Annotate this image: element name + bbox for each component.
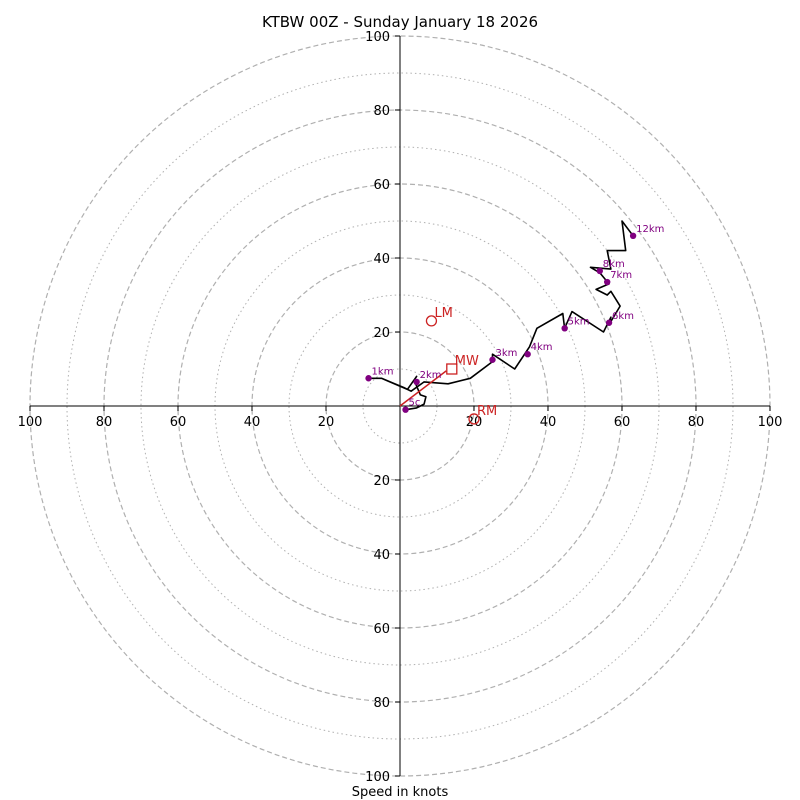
height-marker-8km [596,267,603,275]
height-marker-4km [524,351,531,358]
mean-wind-vector [399,370,447,407]
y-tick-label: 20 [373,474,390,489]
x-tick-label: 60 [170,415,187,430]
hodograph-trace [367,220,634,411]
height-marker-6km [605,319,613,326]
y-tick-label: 80 [373,104,390,119]
storm-motion-marker-lm [425,315,438,327]
height-label-6km: 6km [612,311,634,322]
storm-motion-marker-mw [446,363,458,375]
height-label-7km: 7km [610,270,632,281]
height-marker-3km [489,356,496,363]
x-tick-label: 80 [688,415,705,430]
height-label-1km: 1km [372,366,394,377]
height-marker-1km [365,375,372,382]
height-label-3km: 3km [496,348,518,359]
height-label-5c: 5c [409,398,421,409]
height-label-5km: 5km [568,316,590,327]
storm-motion-label-lm: LM [434,306,452,321]
height-label-12km: 12km [636,224,664,235]
height-label-8km: 8km [603,259,625,270]
y-tick-label: 60 [373,622,390,637]
y-tick-label: 40 [373,252,390,267]
storm-motion-label-mw: MW [455,354,479,369]
height-marker-2km [413,378,420,386]
x-axis-label: Speed in knots [352,785,449,800]
x-tick-label: 20 [466,415,483,430]
storm-motion-label-rm: RM [477,404,497,419]
x-tick-label: 20 [318,415,335,430]
y-tick-label: 100 [365,30,390,45]
y-tick-label: 100 [365,770,390,785]
trace-layer [367,220,634,411]
x-tick-label: 80 [96,415,113,430]
x-tick-label: 40 [540,415,557,430]
chart-title: KTBW 00Z - Sunday January 18 2026 [262,13,538,31]
height-label-4km: 4km [531,342,553,353]
x-tick-label: 40 [244,415,261,430]
y-tick-label: 40 [373,548,390,563]
height-marker-7km [604,278,611,286]
tick-labels-layer: 100 100 80 80 60 60 40 40 20 20 20 20 40 40 60 60 80 80 10… [18,30,783,785]
x-tick-label: 100 [18,415,43,430]
storm-motion-layer: LM MW RM [399,306,497,425]
height-label-2km: 2km [420,370,442,381]
y-tick-label: 60 [373,178,390,193]
x-tick-label: 100 [758,415,783,430]
y-tick-label: 20 [373,326,390,341]
height-marker-12km [629,232,637,239]
height-marker-5km [561,325,568,332]
storm-motion-marker-rm [468,413,480,425]
y-tick-label: 80 [373,696,390,711]
x-tick-label: 60 [614,415,631,430]
height-marker-5c [402,406,409,413]
